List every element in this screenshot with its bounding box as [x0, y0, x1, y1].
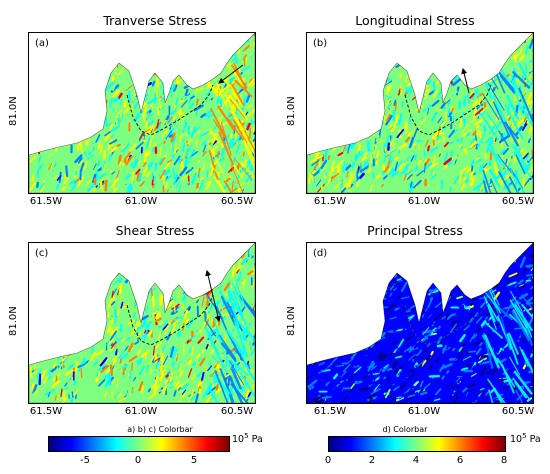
panel-d-xtick-1: 61.5W: [313, 406, 347, 417]
panel-b-title: Longitudinal Stress: [355, 13, 475, 28]
panel-b-map: [307, 33, 533, 193]
panel-c-xtick-2: 61.0W: [124, 406, 158, 417]
panel-a-flowline: [126, 84, 214, 136]
colorbar-1-unit: 105 Pa: [232, 432, 263, 446]
colorbar-2-unit: 105 Pa: [510, 432, 541, 446]
panel-a-map: [29, 33, 255, 193]
panel-c-title: Shear Stress: [115, 223, 195, 238]
panel-b-coastline: [307, 33, 533, 193]
panel-d-xtick-2: 61.0W: [407, 406, 441, 417]
panel-b-xtick-2: 61.0W: [407, 196, 441, 207]
panel-d-tag: (d): [313, 248, 328, 259]
panel-d-field: [307, 243, 533, 403]
panel-d-map: [307, 243, 533, 403]
panel-c-xtick-3: 60.5W: [220, 406, 254, 417]
panel-b-flowline: [404, 84, 492, 136]
colorbar-2-tick-3: 4: [412, 455, 420, 466]
panel-c-ytick: 81.0N: [8, 306, 19, 336]
colorbar-2-tick-2: 2: [368, 455, 376, 466]
panel-a-xtick-3: 60.5W: [220, 196, 254, 207]
colorbar-1-tick-3: 5: [190, 455, 198, 466]
panel-d-flowline: [404, 294, 492, 346]
panel-b-tag: (b): [313, 38, 328, 49]
panel-b-direction-arrow: [461, 67, 470, 94]
panel-a-tag: (a): [35, 38, 49, 49]
panel-c-field: [29, 243, 255, 403]
panel-b-ytick: 81.0N: [286, 96, 297, 126]
colorbar-2-tick-1: 0: [324, 455, 332, 466]
panel-b-xtick-1: 61.5W: [313, 196, 347, 207]
panel-d-title: Principal Stress: [367, 223, 463, 238]
panel-d-ytick: 81.0N: [286, 306, 297, 336]
panel-c-flowline: [126, 294, 214, 346]
panel-c-coastline: [29, 243, 255, 403]
panel-a-field: [29, 33, 255, 193]
colorbar-2-tick-4: 6: [456, 455, 464, 466]
colorbar-1: [48, 436, 230, 452]
panel-b-plot: (b): [306, 32, 534, 194]
panel-a-title: Tranverse Stress: [103, 13, 207, 28]
panel-a-ytick: 81.0N: [8, 96, 19, 126]
colorbar-1-caption: a) b) c) Colorbar: [127, 425, 193, 434]
panel-c-direction-arrow: [205, 269, 221, 323]
colorbar-1-tick-2: 0: [134, 455, 142, 466]
colorbar-1-tick-1: -5: [80, 455, 90, 466]
colorbar-2-caption: d) Colorbar: [382, 425, 428, 434]
panel-c-plot: (c): [28, 242, 256, 404]
panel-d-coastline: [307, 243, 533, 403]
panel-a-xtick-1: 61.5W: [29, 196, 63, 207]
panel-a-coastline: [29, 33, 255, 193]
panel-a-plot: (a): [28, 32, 256, 194]
panel-b-xtick-3: 60.5W: [501, 196, 535, 207]
panel-c-tag: (c): [35, 248, 49, 259]
panel-c-map: [29, 243, 255, 403]
panel-d-xtick-3: 60.5W: [501, 406, 535, 417]
panel-c-xtick-1: 61.5W: [29, 406, 63, 417]
panel-a-direction-arrow: [218, 64, 244, 84]
colorbar-2-tick-5: 8: [500, 455, 508, 466]
panel-b-field: [307, 33, 533, 193]
colorbar-2: [328, 436, 506, 452]
panel-a-xtick-2: 61.0W: [124, 196, 158, 207]
panel-d-plot: (d): [306, 242, 534, 404]
